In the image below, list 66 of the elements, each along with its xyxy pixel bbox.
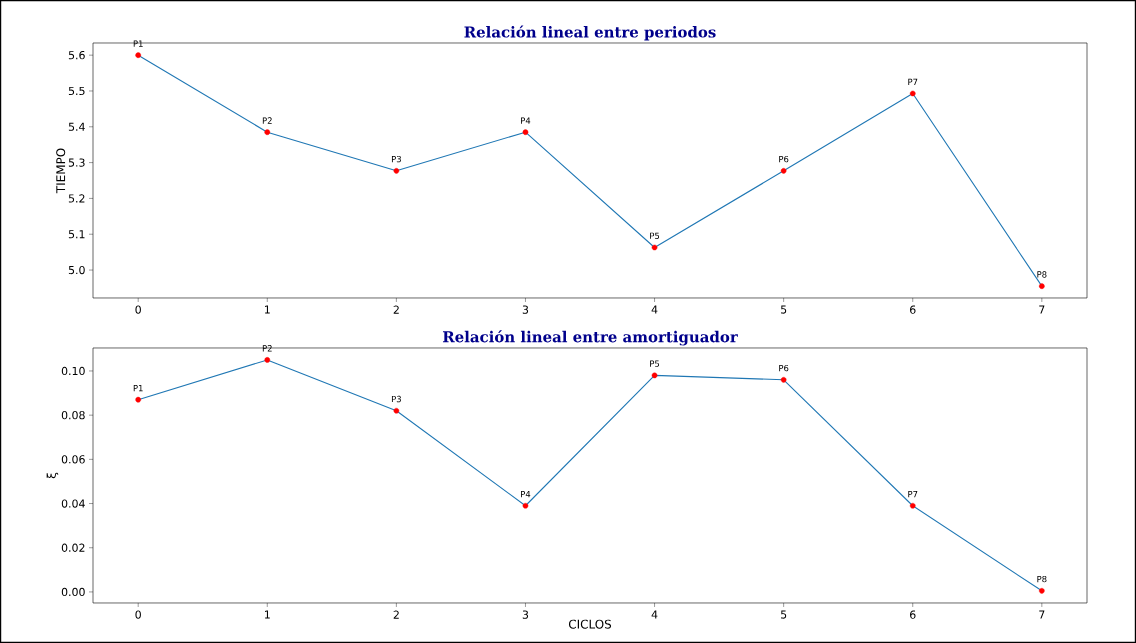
point bbox=[264, 129, 271, 135]
point bbox=[522, 129, 529, 135]
x-tick-label: 1 bbox=[265, 610, 270, 619]
x-tick-label: 6 bbox=[910, 305, 916, 314]
y-tick-label: 5.5 bbox=[68, 86, 85, 96]
point bbox=[393, 168, 400, 174]
point bbox=[1039, 283, 1045, 289]
y-tick-label: 0.04 bbox=[61, 499, 85, 508]
annotation: P5 bbox=[650, 232, 660, 239]
x-tick-label: 7 bbox=[1039, 610, 1045, 619]
x-tick-label: 0 bbox=[135, 610, 141, 619]
annotation: P2 bbox=[262, 345, 272, 352]
annotation: P5 bbox=[650, 360, 660, 367]
x-tick-label: 3 bbox=[522, 305, 529, 314]
annotation: P2 bbox=[262, 117, 272, 124]
x-tick-label: 3 bbox=[522, 610, 529, 619]
annotation: P8 bbox=[1037, 575, 1047, 583]
y-tick-label: 0.02 bbox=[61, 543, 85, 552]
annotation: P1 bbox=[133, 385, 143, 392]
y-axis-title: ξ bbox=[46, 472, 59, 479]
point bbox=[909, 90, 916, 97]
point bbox=[135, 396, 141, 403]
annotation: P6 bbox=[779, 155, 789, 163]
y-axis-title: TIEMPO bbox=[56, 148, 66, 194]
y-tick-label: 0.00 bbox=[61, 587, 85, 597]
annotation: P3 bbox=[391, 155, 401, 163]
annotation: P7 bbox=[908, 78, 918, 85]
point bbox=[1039, 588, 1045, 594]
y-tick-label: 5.2 bbox=[68, 194, 85, 203]
annotation: P4 bbox=[521, 117, 531, 124]
y-tick-label: 0.10 bbox=[61, 366, 85, 376]
point bbox=[651, 244, 658, 251]
annotation: P3 bbox=[391, 395, 401, 403]
point bbox=[264, 357, 271, 363]
annotation: P1 bbox=[133, 40, 143, 47]
x-tick-label: 2 bbox=[393, 305, 399, 314]
x-tick-label: 5 bbox=[781, 305, 787, 314]
point bbox=[393, 407, 400, 414]
point bbox=[909, 502, 916, 509]
y-tick-label: 5.4 bbox=[68, 122, 85, 131]
point bbox=[780, 377, 787, 383]
chart-title: Relación lineal entre amortiguador bbox=[442, 330, 738, 346]
x-tick-label: 5 bbox=[781, 610, 787, 619]
y-tick-label: 5.3 bbox=[68, 158, 85, 167]
y-tick-label: 5.0 bbox=[68, 265, 85, 275]
x-tick-label: 7 bbox=[1039, 305, 1045, 314]
x-tick-label: 6 bbox=[910, 610, 916, 619]
point bbox=[522, 502, 529, 509]
y-tick-label: 0.06 bbox=[61, 455, 85, 464]
annotation: P4 bbox=[521, 491, 531, 498]
x-tick-label: 1 bbox=[265, 305, 270, 314]
x-axis-title: CICLOS bbox=[568, 619, 612, 629]
annotation: P8 bbox=[1037, 271, 1047, 278]
x-tick-label: 2 bbox=[393, 610, 399, 619]
annotation: P7 bbox=[908, 491, 918, 498]
x-tick-label: 4 bbox=[651, 305, 658, 314]
y-tick-label: 5.1 bbox=[68, 230, 85, 239]
y-tick-label: 5.6 bbox=[68, 51, 85, 60]
chart-title: Relación lineal entre periodos bbox=[464, 25, 716, 41]
annotation: P6 bbox=[779, 364, 789, 372]
y-tick-label: 0.08 bbox=[61, 411, 85, 420]
point bbox=[651, 372, 658, 379]
x-tick-label: 4 bbox=[651, 610, 658, 619]
point bbox=[135, 52, 141, 58]
point bbox=[780, 168, 787, 174]
x-tick-label: 0 bbox=[135, 305, 141, 314]
